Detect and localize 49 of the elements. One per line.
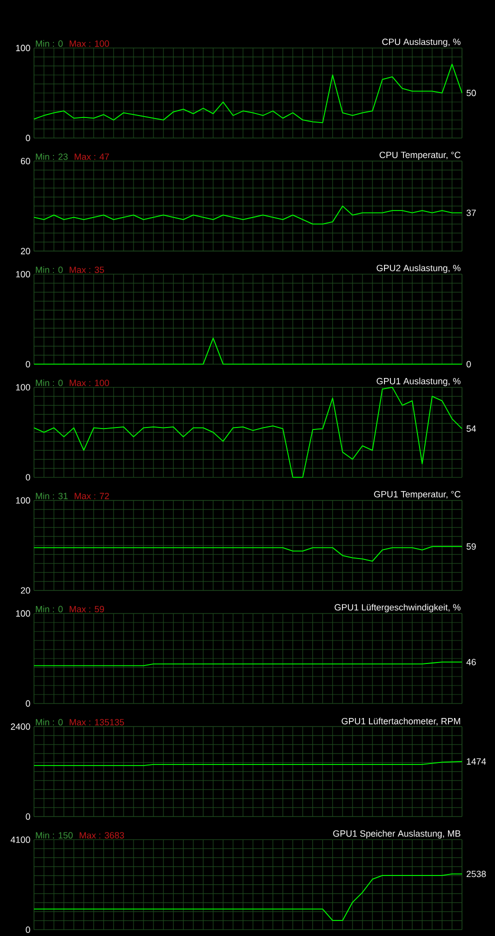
y-tick-label: 100: [16, 610, 30, 617]
text: 54: [466, 426, 476, 432]
text: Min : 0: [36, 40, 63, 47]
text: Max : 47: [74, 154, 109, 160]
y-tick-label: 0: [26, 813, 30, 820]
text: 50: [466, 90, 476, 96]
y-tick-label: 0: [26, 474, 30, 480]
text: 46: [466, 658, 476, 666]
chart-title: GPU1 Speicher Auslastung, MB: [333, 830, 460, 838]
text: Max : 59: [70, 606, 104, 612]
chart-title: CPU Temperatur, °C: [380, 152, 460, 160]
text: 59: [466, 543, 476, 550]
text: Max : 3683: [80, 832, 124, 839]
y-tick-label: 0: [26, 361, 30, 368]
y-tick-label: 100: [16, 497, 30, 504]
y-tick-label: 100: [16, 44, 30, 52]
y-tick-label: 20: [20, 587, 30, 594]
chart-title: GPU1 Temperatur, °C: [374, 491, 460, 500]
text: Min : 0: [36, 718, 63, 726]
chart-title: GPU1 Lüftertachometer, RPM: [342, 718, 460, 726]
y-tick-label: 100: [16, 271, 30, 278]
y-tick-label: 100: [16, 384, 30, 390]
text: Min : 23: [36, 153, 68, 160]
text: Max : 100: [70, 40, 110, 47]
y-tick-label: 0: [26, 926, 30, 933]
text: Max : 72: [74, 492, 109, 500]
chart-title: CPU Auslastung, %: [382, 38, 460, 47]
text: 0: [466, 361, 471, 368]
text: Min : 0: [36, 606, 63, 612]
chart-title: GPU1 Lüftergeschwindigkeit, %: [334, 604, 460, 612]
text: Min : 0: [36, 266, 63, 273]
y-tick-label: 4100: [10, 836, 30, 843]
y-tick-label: 0: [26, 134, 30, 142]
text: 1474: [466, 758, 486, 765]
y-tick-label: 60: [20, 158, 30, 164]
chart-title: GPU1 Auslastung, %: [376, 378, 460, 386]
text: Max : 35: [70, 266, 104, 273]
y-tick-label: 0: [26, 700, 30, 707]
y-tick-label: 2400: [10, 723, 30, 730]
text: Min : 31: [36, 492, 68, 500]
chart-title: GPU2 Auslastung, %: [376, 264, 460, 273]
text: Min : 0: [36, 379, 63, 386]
y-tick-label: 20: [20, 248, 30, 254]
line-series: [34, 386, 462, 478]
text: Min : 150: [36, 832, 73, 839]
text: 2538: [466, 870, 486, 878]
text: 37: [466, 210, 476, 216]
text: Max : 100: [70, 380, 110, 386]
text: Max : 135135: [70, 719, 124, 726]
